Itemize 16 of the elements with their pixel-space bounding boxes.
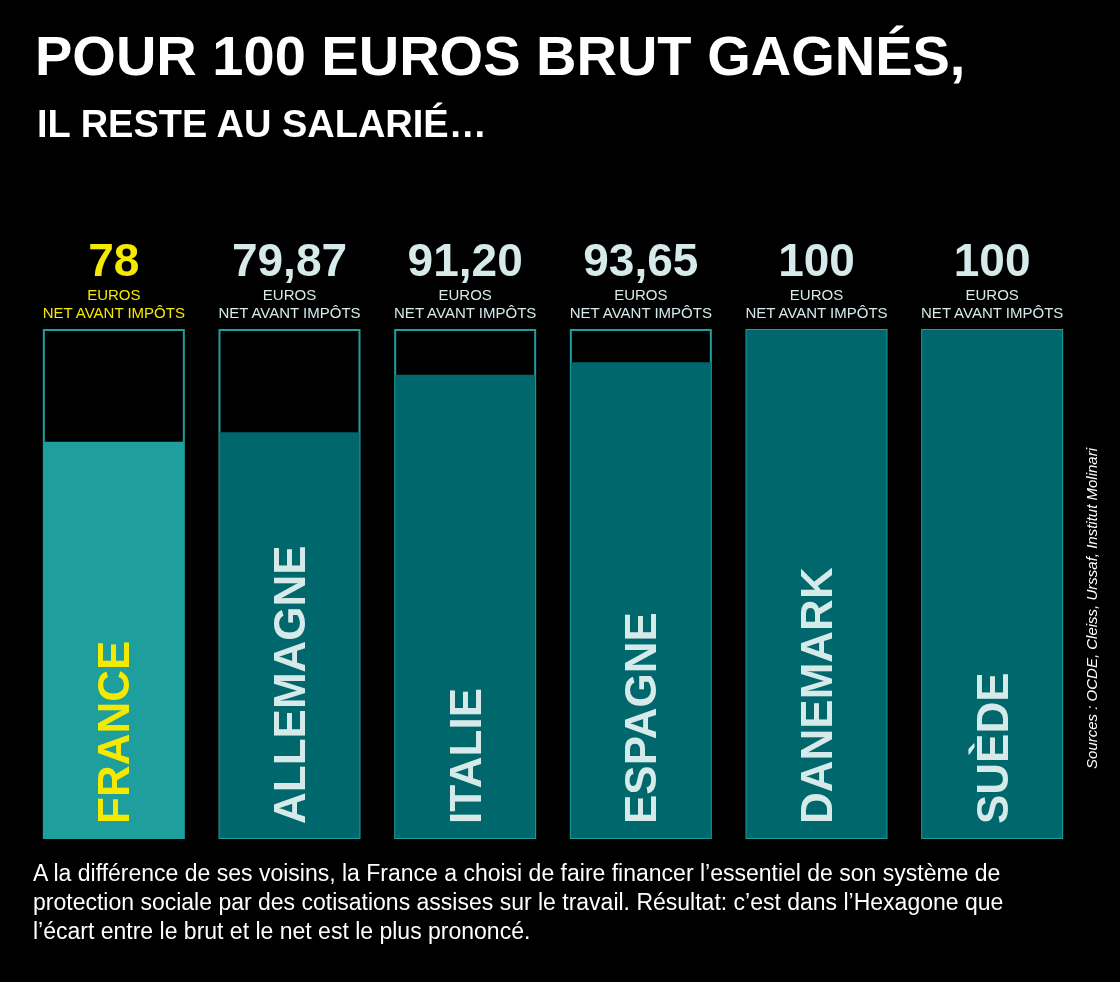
x-tick-label: ESPAGNE — [616, 612, 666, 824]
source-note: Sources : OCDE, Cleiss, Urssaf, Institut Molinari — [1083, 447, 1100, 769]
data-label: 91,20 EUROS NET AVANT IMPÔTS — [394, 234, 537, 321]
data-label: 93,65 EUROS NET AVANT IMPÔTS — [569, 234, 712, 321]
data-label: 78 EUROS NET AVANT IMPÔTS — [42, 234, 185, 321]
chart-title: POUR 100 EUROS BRUT GAGNÉS, — [35, 23, 966, 87]
data-label: 79,87 EUROS NET AVANT IMPÔTS — [218, 234, 361, 321]
x-tick-label: ITALIE — [440, 687, 490, 824]
x-tick-label: DANEMARK — [792, 567, 841, 824]
text: A la différence de ses voisins, la France a choisi de faire financer l’essentiel de son système de protection sociale par des cotisations assises sur le travail. Résultat: c’est dans l’Hexagone que l’écart entre le brut et le net est le plus prononcé. — [33, 859, 1010, 944]
data-label: 100 EUROS NET AVANT IMPÔTS — [921, 234, 1064, 321]
x-tick-label: ALLEMAGNE — [265, 545, 314, 824]
x-tick-label: SUÈDE — [967, 672, 1017, 824]
chart-subtitle: IL RESTE AU SALARIÉ… — [37, 102, 487, 145]
data-label: 100 EUROS NET AVANT IMPÔTS — [745, 234, 888, 321]
x-tick-label: FRANCE — [89, 640, 139, 824]
